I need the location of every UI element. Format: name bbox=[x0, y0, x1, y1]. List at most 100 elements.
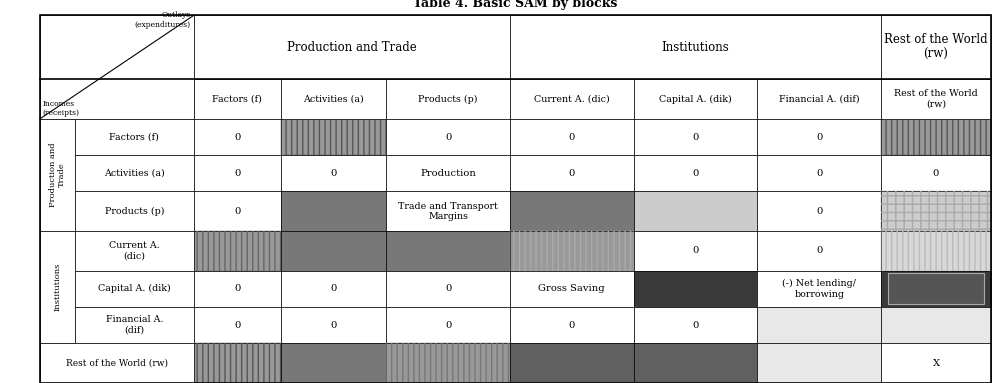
Bar bbox=[386, 119, 510, 155]
Text: Financial A.
(dif): Financial A. (dif) bbox=[106, 316, 163, 335]
Bar bbox=[510, 271, 633, 307]
Bar bbox=[633, 307, 757, 343]
Bar bbox=[194, 192, 281, 231]
Text: 0: 0 bbox=[331, 285, 337, 293]
Bar bbox=[75, 192, 194, 231]
Bar bbox=[386, 192, 510, 231]
Bar bbox=[386, 307, 510, 343]
Bar bbox=[194, 271, 281, 307]
Bar bbox=[510, 307, 633, 343]
Bar bbox=[881, 119, 991, 155]
Bar bbox=[194, 155, 281, 192]
Bar bbox=[881, 231, 991, 271]
Bar bbox=[194, 343, 281, 383]
Bar bbox=[881, 192, 991, 231]
Text: Rest of the World
(rw): Rest of the World (rw) bbox=[894, 89, 978, 109]
Text: Products (p): Products (p) bbox=[105, 207, 164, 216]
Text: Capital A. (dik): Capital A. (dik) bbox=[659, 95, 732, 104]
Text: 0: 0 bbox=[234, 285, 241, 293]
Bar bbox=[194, 79, 281, 119]
Text: 0: 0 bbox=[445, 285, 451, 293]
Text: Financial A. (dif): Financial A. (dif) bbox=[779, 95, 860, 103]
Bar bbox=[40, 343, 194, 383]
Bar bbox=[757, 79, 881, 119]
Text: Products (p): Products (p) bbox=[418, 95, 478, 104]
Bar bbox=[757, 231, 881, 271]
Bar bbox=[510, 192, 633, 231]
Text: Current A. (dic): Current A. (dic) bbox=[534, 95, 610, 103]
Text: (-) Net lending/
borrowing: (-) Net lending/ borrowing bbox=[782, 279, 857, 299]
Bar bbox=[194, 307, 281, 343]
Bar bbox=[194, 119, 281, 155]
Bar bbox=[881, 343, 991, 383]
Bar bbox=[281, 231, 386, 271]
Text: 0: 0 bbox=[445, 133, 451, 141]
Bar bbox=[40, 231, 75, 343]
Text: 0: 0 bbox=[445, 321, 451, 330]
Bar bbox=[633, 231, 757, 271]
Text: 0: 0 bbox=[933, 169, 939, 178]
Bar bbox=[757, 343, 881, 383]
Text: 0: 0 bbox=[816, 207, 823, 216]
Bar bbox=[633, 271, 757, 307]
Bar bbox=[40, 119, 75, 231]
Bar bbox=[281, 119, 386, 155]
Text: Activities (a): Activities (a) bbox=[104, 169, 164, 178]
Bar bbox=[281, 79, 386, 119]
Bar bbox=[75, 271, 194, 307]
Text: 0: 0 bbox=[692, 169, 699, 178]
Bar bbox=[386, 271, 510, 307]
Bar bbox=[194, 343, 281, 383]
Text: Current A.
(dic): Current A. (dic) bbox=[109, 241, 159, 261]
Bar bbox=[386, 79, 510, 119]
Text: Factors (f): Factors (f) bbox=[212, 95, 262, 103]
Bar bbox=[75, 119, 194, 155]
Text: 0: 0 bbox=[692, 321, 699, 330]
Bar bbox=[75, 307, 194, 343]
Bar bbox=[40, 79, 194, 119]
Text: Institutions: Institutions bbox=[53, 263, 62, 311]
Text: Gross Saving: Gross Saving bbox=[539, 285, 606, 293]
Bar bbox=[881, 119, 991, 155]
Text: Capital A. (dik): Capital A. (dik) bbox=[98, 284, 170, 293]
Text: Incomes
(receipts): Incomes (receipts) bbox=[43, 100, 80, 117]
Text: Rest of the World (rw): Rest of the World (rw) bbox=[66, 358, 168, 368]
Bar bbox=[881, 231, 991, 271]
Text: 0: 0 bbox=[234, 321, 241, 330]
Text: 0: 0 bbox=[234, 207, 241, 216]
Text: 0: 0 bbox=[569, 321, 575, 330]
Bar bbox=[881, 155, 991, 192]
Text: 0: 0 bbox=[234, 169, 241, 178]
Bar bbox=[881, 15, 991, 79]
Text: 0: 0 bbox=[692, 246, 699, 255]
Bar bbox=[888, 273, 984, 304]
Text: 0: 0 bbox=[816, 246, 823, 255]
Bar bbox=[881, 79, 991, 119]
Text: 0: 0 bbox=[234, 133, 241, 141]
Bar bbox=[633, 155, 757, 192]
Text: 0: 0 bbox=[816, 133, 823, 141]
Text: 0: 0 bbox=[692, 133, 699, 141]
Bar bbox=[881, 307, 991, 343]
Bar bbox=[510, 119, 633, 155]
Text: Production and
Trade: Production and Trade bbox=[49, 143, 66, 207]
Text: Institutions: Institutions bbox=[661, 41, 729, 54]
Bar bbox=[386, 343, 510, 383]
Bar bbox=[75, 155, 194, 192]
Text: Rest of the World
(rw): Rest of the World (rw) bbox=[884, 33, 988, 61]
Text: 0: 0 bbox=[816, 169, 823, 178]
Bar bbox=[510, 231, 633, 271]
Bar bbox=[881, 192, 991, 231]
Bar bbox=[281, 155, 386, 192]
Bar bbox=[881, 271, 991, 307]
Text: Factors (f): Factors (f) bbox=[110, 133, 159, 141]
Text: Production: Production bbox=[420, 169, 476, 178]
Bar bbox=[510, 79, 633, 119]
Bar bbox=[757, 119, 881, 155]
Bar bbox=[633, 119, 757, 155]
Bar bbox=[757, 307, 881, 343]
Text: Trade and Transport
Margins: Trade and Transport Margins bbox=[398, 201, 498, 221]
Bar bbox=[75, 231, 194, 271]
Bar bbox=[281, 343, 386, 383]
Bar bbox=[757, 271, 881, 307]
